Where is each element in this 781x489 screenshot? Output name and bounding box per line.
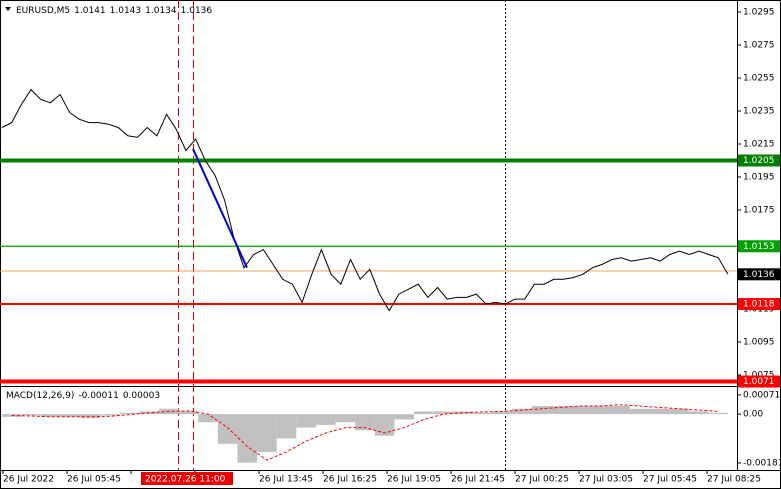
x-tick-label: 27 Jul 03:05 xyxy=(579,475,633,485)
x-tick-label: 27 Jul 08:25 xyxy=(707,475,761,485)
macd-bar xyxy=(60,414,81,417)
level-label: 1.0205 xyxy=(743,156,775,166)
macd-bar xyxy=(688,411,709,415)
y-tick-label: 1.0235 xyxy=(743,107,775,117)
y-tick-label: 1.0255 xyxy=(743,74,775,84)
ohlc-value: 1.0141 xyxy=(74,6,106,16)
macd-tick-label: 0.00 xyxy=(743,410,763,420)
ohlc-value: 1.0136 xyxy=(181,6,213,16)
price-line xyxy=(1,88,729,312)
menu-arrow xyxy=(5,7,11,11)
y-tick-label: 1.0295 xyxy=(743,8,775,18)
macd-signal xyxy=(11,404,719,461)
macd-bar xyxy=(41,414,61,417)
macd-label: MACD(12,26,9) xyxy=(6,391,74,401)
macd-bar xyxy=(610,406,630,415)
y-tick-label: 1.0175 xyxy=(743,205,775,215)
x-tick-label: 26 Jul 16:25 xyxy=(323,475,377,485)
macd-bar xyxy=(590,406,611,415)
macd-bar xyxy=(80,414,101,419)
macd-bar xyxy=(433,411,454,415)
macd-bar xyxy=(198,414,218,423)
symbol-header: EURUSD,M5 1.0141 1.0143 1.0134 1.0136 xyxy=(16,6,212,16)
y-tick-label: 1.0215 xyxy=(743,140,775,150)
x-tick-label: 26 Jul 05:45 xyxy=(67,475,121,485)
macd-bar xyxy=(178,411,199,415)
macd-bar xyxy=(394,414,415,420)
macd-bar xyxy=(708,412,728,415)
macd-bar xyxy=(531,406,552,415)
macd-bar xyxy=(217,414,238,444)
symbol: EURUSD,M5 xyxy=(16,6,70,16)
x-tick-label: 26 Jul 13:45 xyxy=(259,475,313,485)
level-label-box xyxy=(738,154,780,167)
y-tick-label: 1.0095 xyxy=(743,337,775,347)
macd-bar xyxy=(669,408,689,415)
macd-bar xyxy=(296,414,316,428)
macd-readout: 0.00003 xyxy=(123,391,160,401)
x-tick-label: 27 Jul 05:45 xyxy=(643,475,697,485)
macd-bar xyxy=(257,414,277,452)
level-label-box xyxy=(738,375,780,388)
y-tick-label: 1.0075 xyxy=(743,370,775,380)
current-price-box xyxy=(738,268,780,281)
macd-bar xyxy=(355,414,375,431)
macd-bar xyxy=(276,414,297,439)
macd-bar xyxy=(21,414,42,416)
macd-bar xyxy=(374,414,395,436)
x-tick-label: 26 Jul 21:45 xyxy=(451,475,505,485)
macd-bar xyxy=(119,412,140,415)
highlight-time-box xyxy=(141,472,233,485)
macd-readout: -0.00011 xyxy=(78,391,118,401)
macd-tick-label: 0.00071 xyxy=(743,390,780,400)
macd-header: MACD(12,26,9) -0.00011 0.00003 xyxy=(6,391,160,401)
current-price-label: 1.0136 xyxy=(743,270,775,280)
macd-bar xyxy=(335,414,356,423)
macd-bar xyxy=(571,406,591,415)
macd-bar xyxy=(512,408,532,415)
level-label: 1.0118 xyxy=(743,300,775,310)
ohlc-value: 1.0143 xyxy=(110,6,142,16)
level-label: 1.0071 xyxy=(743,377,775,387)
macd-bar xyxy=(100,414,120,416)
macd-bar xyxy=(315,414,336,425)
y-tick-label: 1.0275 xyxy=(743,41,775,51)
trend-line xyxy=(192,148,248,269)
x-tick-label: 26 Jul 2022 xyxy=(3,475,54,485)
x-tick-label: 27 Jul 00:25 xyxy=(515,475,569,485)
macd-tick-label: -0.00181 xyxy=(743,458,781,468)
y-tick-label: 1.0195 xyxy=(743,172,775,182)
level-label-box xyxy=(738,298,780,311)
macd-bar xyxy=(453,411,473,415)
level-label: 1.0153 xyxy=(743,242,775,252)
macd-bar xyxy=(237,414,258,463)
ohlc-value: 1.0134 xyxy=(145,6,177,16)
macd-bar xyxy=(492,411,513,415)
level-label-box xyxy=(738,240,780,253)
macd-bar xyxy=(551,406,572,415)
highlight-time: 2022.07.26 11:00 xyxy=(145,475,226,485)
x-tick-label: 26 Jul 19:05 xyxy=(387,475,441,485)
macd-bar xyxy=(414,411,434,415)
macd-bar xyxy=(649,408,670,415)
macd-bar xyxy=(472,412,493,415)
macd-bar xyxy=(629,408,650,415)
